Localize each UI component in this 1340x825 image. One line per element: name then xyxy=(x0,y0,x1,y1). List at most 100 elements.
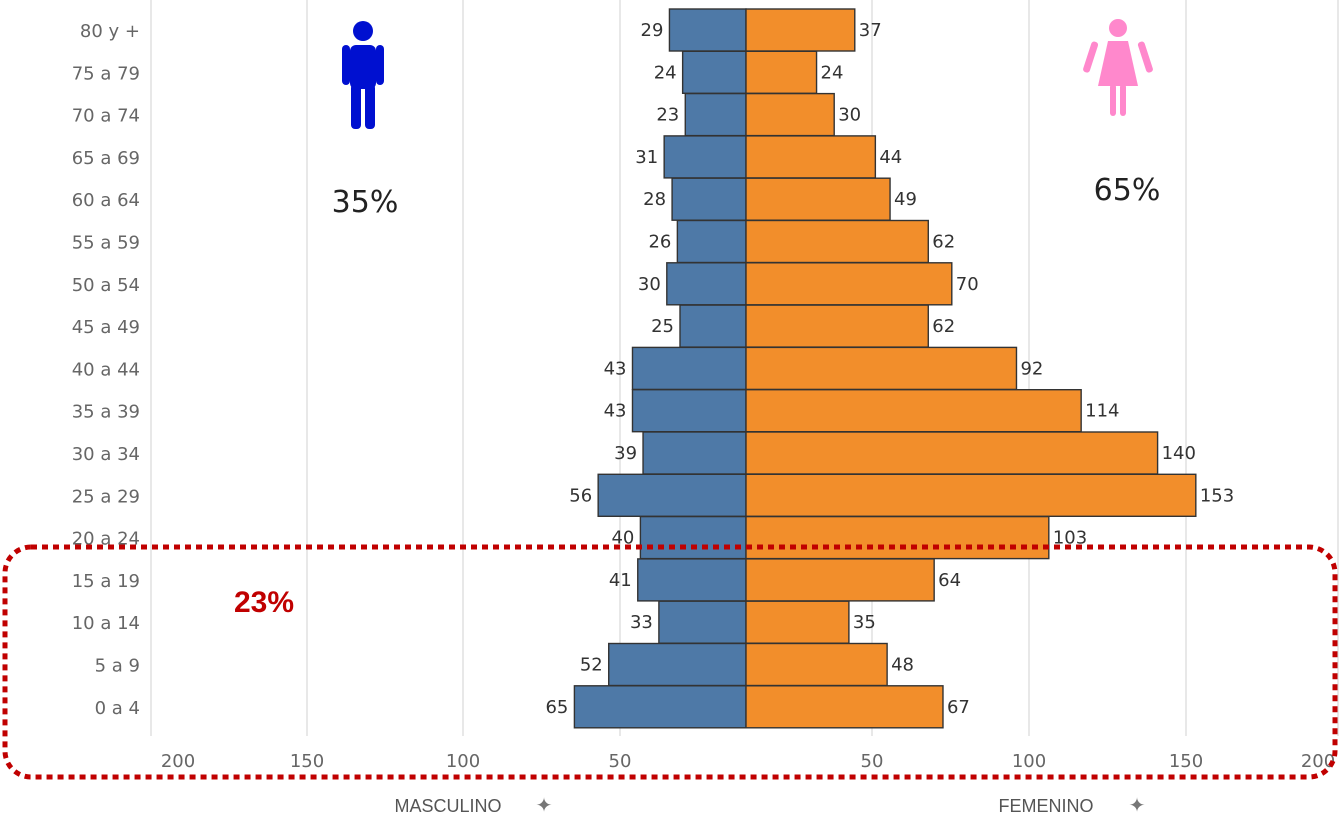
bar-masculino-0 xyxy=(668,8,747,52)
category-label-15: 5 a 9 xyxy=(95,656,140,677)
value-label-femenino-12: 103 xyxy=(1053,528,1087,549)
category-label-4: 60 a 64 xyxy=(72,190,140,211)
bar-masculino-7 xyxy=(679,304,747,348)
category-label-10: 30 a 34 xyxy=(72,444,140,465)
value-label-femenino-1: 24 xyxy=(821,62,844,83)
bar-femenino-9 xyxy=(745,389,1082,433)
value-label-femenino-13: 64 xyxy=(938,570,961,591)
bar-femenino-7 xyxy=(745,304,929,348)
value-label-masculino-5: 26 xyxy=(648,232,671,253)
category-label-0: 80 y + xyxy=(80,21,140,42)
value-label-masculino-12: 40 xyxy=(611,528,634,549)
value-label-femenino-10: 140 xyxy=(1162,443,1196,464)
category-label-11: 25 a 29 xyxy=(72,486,140,507)
category-label-13: 15 a 19 xyxy=(72,571,140,592)
value-label-femenino-4: 49 xyxy=(894,189,917,210)
bar-masculino-15 xyxy=(608,642,747,687)
bars xyxy=(573,8,1197,729)
male-percentage: 35% xyxy=(332,185,399,220)
pin-icon: ✦ xyxy=(1129,793,1146,817)
bar-masculino-9 xyxy=(631,389,747,433)
bar-masculino-11 xyxy=(597,473,747,517)
bar-masculino-16 xyxy=(573,685,747,729)
young-age-highlight-box xyxy=(2,544,1338,780)
bar-femenino-2 xyxy=(745,92,835,137)
bar-masculino-1 xyxy=(681,50,747,94)
bar-masculino-4 xyxy=(671,177,747,221)
value-label-femenino-16: 67 xyxy=(947,697,970,718)
category-label-14: 10 a 14 xyxy=(72,613,140,634)
value-labels: 29 37 24 24 23 30 31 44 28 49 26 62 30 70 25 62 43 92 43 11… xyxy=(545,20,1234,718)
bar-masculino-2 xyxy=(684,92,747,137)
category-label-7: 45 a 49 xyxy=(72,317,140,338)
value-label-masculino-6: 30 xyxy=(638,274,661,295)
bar-femenino-6 xyxy=(745,262,953,306)
x-tick-label-femenino: 100 xyxy=(1012,751,1046,772)
x-tick-label-masculino: 100 xyxy=(446,751,480,772)
category-label-1: 75 a 79 xyxy=(72,63,140,84)
value-label-masculino-0: 29 xyxy=(641,20,664,41)
bar-masculino-3 xyxy=(663,135,747,179)
pin-icon: ✦ xyxy=(536,793,553,817)
x-tick-label-masculino: 50 xyxy=(609,751,632,772)
female-percentage: 65% xyxy=(1094,173,1161,208)
value-label-femenino-3: 44 xyxy=(879,147,902,168)
value-label-masculino-7: 25 xyxy=(651,316,674,337)
value-label-masculino-13: 41 xyxy=(609,570,632,591)
value-label-femenino-14: 35 xyxy=(853,612,876,633)
bar-masculino-6 xyxy=(666,262,747,306)
category-label-2: 70 a 74 xyxy=(72,106,140,127)
value-label-masculino-2: 23 xyxy=(656,105,679,126)
female-axis-title: FEMENINO xyxy=(998,796,1093,816)
category-tick-labels: 80 y + 75 a 79 70 a 74 65 a 69 60 a 64 55 a 5… xyxy=(72,21,140,719)
bar-femenino-3 xyxy=(745,135,877,179)
value-label-femenino-8: 92 xyxy=(1020,358,1043,379)
x-tick-label-femenino: 200 xyxy=(1301,751,1335,772)
value-label-femenino-9: 114 xyxy=(1085,401,1119,422)
category-label-8: 40 a 44 xyxy=(72,359,140,380)
bar-femenino-12 xyxy=(745,515,1050,560)
value-label-masculino-15: 52 xyxy=(580,655,603,676)
value-label-femenino-0: 37 xyxy=(859,20,882,41)
value-label-masculino-14: 33 xyxy=(630,612,653,633)
value-label-masculino-10: 39 xyxy=(614,443,637,464)
bar-masculino-8 xyxy=(631,346,747,391)
category-label-3: 65 a 69 xyxy=(72,148,140,169)
male-axis-title: MASCULINO xyxy=(394,796,501,816)
category-label-16: 0 a 4 xyxy=(95,698,140,719)
bar-femenino-10 xyxy=(745,431,1159,475)
bar-masculino-10 xyxy=(642,431,747,475)
bar-masculino-14 xyxy=(658,600,747,644)
female-person-icon xyxy=(1083,19,1153,116)
male-person-icon xyxy=(342,21,384,129)
x-tick-labels: 200 150 100 50 50 100 150 200 xyxy=(161,751,1335,772)
bar-femenino-0 xyxy=(745,8,856,52)
bar-masculino-13 xyxy=(637,558,747,602)
bar-femenino-1 xyxy=(745,50,818,94)
bar-masculino-5 xyxy=(676,219,747,264)
value-label-femenino-11: 153 xyxy=(1200,485,1234,506)
highlight-percentage: 23% xyxy=(234,586,294,619)
x-tick-label-femenino: 150 xyxy=(1169,751,1203,772)
category-label-5: 55 a 59 xyxy=(72,233,140,254)
value-label-masculino-9: 43 xyxy=(604,401,627,422)
value-label-masculino-1: 24 xyxy=(654,62,677,83)
value-label-femenino-7: 62 xyxy=(932,316,955,337)
bar-femenino-13 xyxy=(745,558,935,602)
value-label-femenino-2: 30 xyxy=(838,105,861,126)
bar-femenino-4 xyxy=(745,177,891,221)
value-label-femenino-6: 70 xyxy=(956,274,979,295)
bar-femenino-5 xyxy=(745,219,929,264)
bar-masculino-12 xyxy=(639,515,747,560)
category-label-12: 20 a 24 xyxy=(72,529,140,550)
value-label-masculino-8: 43 xyxy=(604,358,627,379)
bar-femenino-14 xyxy=(745,600,850,644)
category-label-9: 35 a 39 xyxy=(72,402,140,423)
bar-femenino-8 xyxy=(745,346,1018,391)
bar-femenino-15 xyxy=(745,642,888,687)
value-label-femenino-5: 62 xyxy=(932,232,955,253)
bar-femenino-16 xyxy=(745,685,944,729)
x-tick-label-femenino: 50 xyxy=(861,751,884,772)
bar-femenino-11 xyxy=(745,473,1197,517)
